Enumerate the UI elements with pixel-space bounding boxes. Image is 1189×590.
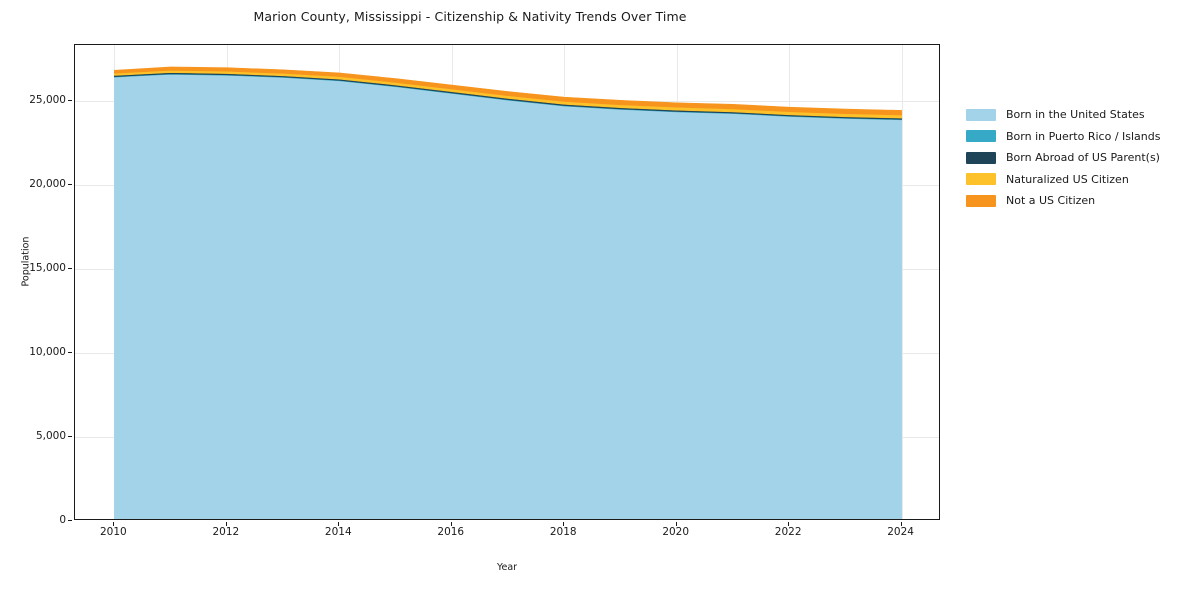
y-axis-title: Population xyxy=(20,236,32,287)
legend-item[interactable]: Naturalized US Citizen xyxy=(966,169,1181,191)
x-tick-label: 2010 xyxy=(99,526,127,538)
x-tick-label: 2020 xyxy=(662,526,690,538)
legend-label: Born in the United States xyxy=(1006,108,1145,122)
x-tick-mark xyxy=(450,522,452,526)
legend-label: Born in Puerto Rico / Islands xyxy=(1006,129,1161,143)
legend-color-swatch xyxy=(966,151,996,164)
plot-inner xyxy=(75,45,939,519)
y-tick-mark xyxy=(68,99,72,101)
legend-label: Born Abroad of US Parent(s) xyxy=(1006,151,1160,165)
y-tick-label: 0 xyxy=(59,514,66,526)
legend-label: Not a US Citizen xyxy=(1006,194,1096,208)
legend-color-swatch xyxy=(966,108,996,121)
x-axis-ticks-and-labels: 2010 2012 2014 2016 2018 2020 2022 2024 xyxy=(0,522,1189,542)
plot-area xyxy=(74,44,940,520)
gridline-vertical xyxy=(901,45,903,519)
y-tick-label: 20,000 xyxy=(29,177,66,190)
y-axis-labels: 0 5,000 10,000 15,000 20,000 25,000 xyxy=(0,44,66,526)
y-axis-ticks xyxy=(0,44,74,521)
legend-item[interactable]: Born in the United States xyxy=(966,104,1181,126)
y-tick-mark xyxy=(68,183,72,185)
y-tick-mark xyxy=(68,351,72,353)
x-tick-label: 2018 xyxy=(549,526,577,538)
area-series-born-in-the-united-states xyxy=(114,73,902,519)
x-tick-mark xyxy=(900,522,902,526)
x-tick-mark xyxy=(563,522,565,526)
chart-title: Marion County, Mississippi - Citizenship… xyxy=(253,9,687,24)
y-tick-label: 25,000 xyxy=(29,93,66,106)
x-tick-mark xyxy=(675,522,677,526)
x-tick-mark xyxy=(113,522,115,526)
x-tick-mark xyxy=(225,522,227,526)
x-tick-mark xyxy=(788,522,790,526)
x-axis-title: Year xyxy=(496,562,518,573)
x-tick-label: 2012 xyxy=(212,526,240,538)
legend-label: Naturalized US Citizen xyxy=(1006,172,1129,186)
y-tick-mark xyxy=(68,267,72,269)
x-tick-label: 2014 xyxy=(324,526,352,538)
legend-item[interactable]: Not a US Citizen xyxy=(966,190,1181,212)
y-tick-label: 15,000 xyxy=(29,261,66,274)
legend-item[interactable]: Born Abroad of US Parent(s) xyxy=(966,147,1181,169)
x-tick-mark xyxy=(338,522,340,526)
legend-color-swatch xyxy=(966,173,996,186)
chart-legend: Born in the United States Born in Puerto … xyxy=(966,104,1181,212)
stacked-area-series xyxy=(114,66,902,519)
legend-color-swatch xyxy=(966,130,996,143)
area-series-not-a-us-citizen xyxy=(114,66,902,116)
y-tick-label: 5,000 xyxy=(35,429,66,442)
y-tick-label: 10,000 xyxy=(29,345,66,358)
x-tick-label: 2016 xyxy=(437,526,465,538)
x-tick-label: 2024 xyxy=(887,526,914,538)
legend-item[interactable]: Born in Puerto Rico / Islands xyxy=(966,126,1181,148)
y-tick-mark xyxy=(68,435,72,437)
legend-color-swatch xyxy=(966,194,996,207)
x-tick-label: 2022 xyxy=(774,526,802,538)
y-tick-mark xyxy=(68,520,72,521)
